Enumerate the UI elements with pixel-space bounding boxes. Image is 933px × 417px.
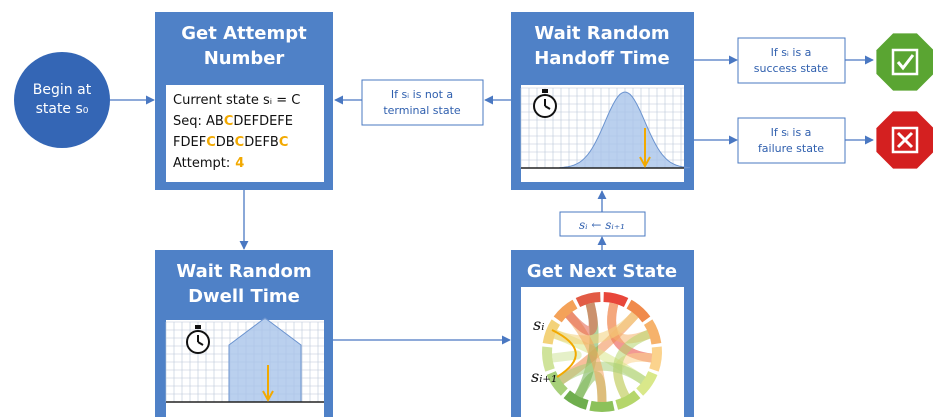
seq-part: C bbox=[224, 114, 234, 129]
seq-part: C bbox=[206, 135, 216, 150]
condition-label: If sᵢ is a bbox=[771, 46, 812, 59]
condition-label: If sᵢ is a bbox=[771, 126, 812, 139]
chord-arc bbox=[563, 390, 589, 410]
seq-part: DEFB bbox=[244, 135, 279, 150]
condition-box bbox=[737, 37, 846, 84]
chord-arc bbox=[589, 400, 615, 412]
seq-line: Seq: ABCDEFDEFE bbox=[173, 114, 293, 129]
chord-arc bbox=[649, 346, 663, 372]
info-panel bbox=[166, 85, 324, 182]
chord-arc bbox=[542, 319, 561, 345]
next-state-label: sᵢ₊₁ bbox=[531, 367, 557, 386]
box-title: Wait Random bbox=[534, 23, 669, 44]
start-label: Begin at bbox=[33, 82, 92, 98]
chord-arc bbox=[626, 299, 651, 323]
box-title: Dwell Time bbox=[188, 286, 300, 307]
chord-arc bbox=[553, 299, 578, 323]
success-check bbox=[896, 54, 915, 71]
seq-part: FDEF bbox=[173, 135, 206, 150]
box-title: Wait Random bbox=[176, 261, 311, 282]
state-line: Current state sᵢ = C bbox=[173, 93, 300, 108]
start-node bbox=[14, 52, 110, 148]
condition-label: success state bbox=[754, 62, 829, 75]
distribution-curve bbox=[559, 91, 691, 169]
sample-arrow-head bbox=[262, 390, 274, 403]
failure-box bbox=[891, 126, 919, 154]
chord-arc bbox=[542, 346, 555, 372]
chord-diagram bbox=[542, 292, 663, 412]
box-title: Handoff Time bbox=[534, 48, 670, 69]
seq-part: DB bbox=[216, 135, 235, 150]
condition-box bbox=[737, 117, 846, 164]
condition-box bbox=[361, 79, 484, 126]
chord-arc bbox=[546, 371, 568, 396]
update-label: sᵢ ← sᵢ₊₁ bbox=[579, 218, 625, 232]
chord-link bbox=[551, 350, 582, 363]
chord-arc bbox=[636, 371, 658, 396]
stopwatch-icon bbox=[533, 89, 557, 118]
chord-arc bbox=[603, 292, 629, 308]
condition-label: failure state bbox=[758, 142, 824, 155]
success-icon bbox=[876, 33, 933, 91]
box-title: Number bbox=[204, 48, 285, 69]
highlight-link bbox=[551, 329, 577, 378]
failure-cross bbox=[896, 131, 914, 149]
seq-part: C bbox=[235, 135, 245, 150]
update-box bbox=[559, 211, 646, 237]
seq-part: Seq: AB bbox=[173, 114, 224, 129]
attempt-value: 4 bbox=[235, 156, 244, 171]
attempt-label: Attempt: bbox=[173, 156, 230, 171]
current-state-label: sᵢ bbox=[533, 315, 544, 334]
sample-arrow-head bbox=[639, 156, 651, 169]
chord-arc bbox=[575, 292, 601, 308]
seq-part: C bbox=[279, 135, 289, 150]
stopwatch-icon bbox=[186, 325, 210, 354]
start-label: state s₀ bbox=[36, 101, 89, 117]
box-title: Get Next State bbox=[527, 261, 677, 282]
condition-label: If sᵢ is not a bbox=[391, 88, 453, 101]
box-title: Get Attempt bbox=[181, 23, 307, 44]
success-check-box bbox=[891, 48, 919, 76]
chord-link bbox=[613, 330, 651, 399]
chord-link bbox=[558, 361, 646, 385]
condition-label: terminal state bbox=[383, 104, 461, 117]
chord-arc bbox=[615, 390, 641, 410]
chord-arc bbox=[643, 319, 662, 345]
seq-line: FDEFCDBCDEFBC bbox=[173, 135, 288, 150]
seq-part: DEFDEFE bbox=[233, 114, 293, 129]
chord-link bbox=[565, 302, 598, 336]
attempt-line: Attempt: 4 bbox=[173, 156, 244, 171]
